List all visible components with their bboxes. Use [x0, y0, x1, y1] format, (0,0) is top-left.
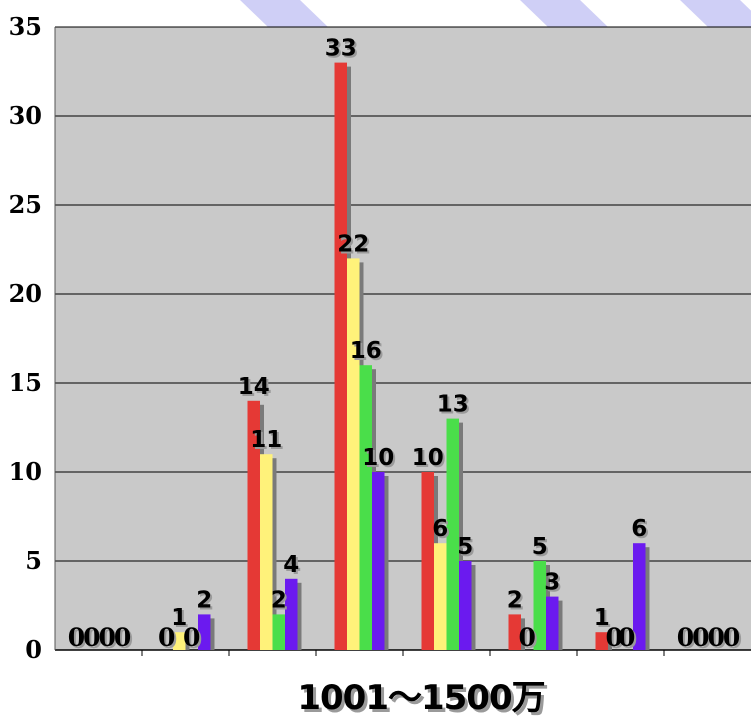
bar	[347, 258, 360, 650]
zero-label: 0000	[68, 623, 131, 652]
bar	[198, 614, 211, 650]
data-label: 14	[238, 374, 270, 400]
decorative-stripe	[240, 0, 328, 27]
data-label-shadow: 11	[252, 429, 284, 455]
data-label: 1	[594, 605, 610, 631]
data-label-shadow: 22	[339, 233, 371, 259]
bar	[546, 596, 559, 650]
bar	[247, 400, 260, 650]
data-label: 2	[271, 587, 287, 613]
data-label-shadow: 0	[521, 625, 538, 654]
bar	[434, 543, 447, 650]
data-label-shadow: 1	[596, 607, 612, 633]
y-tick-label: 5	[25, 546, 42, 575]
data-label: 10	[362, 445, 394, 471]
data-label: 33	[325, 36, 357, 62]
data-label-shadow: 2	[198, 589, 214, 615]
data-label-shadow: 0	[185, 625, 202, 654]
data-label-shadow: 10	[364, 447, 396, 473]
data-label-shadow: 6	[633, 518, 649, 544]
data-label-shadow: 2	[509, 589, 525, 615]
data-label-shadow: 13	[439, 394, 471, 420]
bar	[173, 632, 186, 650]
data-label: 0	[158, 623, 175, 652]
y-tick-label: 10	[9, 457, 42, 486]
data-label-shadow: 0	[608, 625, 625, 654]
data-label: 5	[532, 534, 548, 560]
data-label-shadow: 33	[327, 38, 359, 64]
data-label: 2	[196, 587, 212, 613]
data-label-shadow: 14	[240, 376, 272, 402]
bar	[260, 454, 273, 650]
data-label-shadow: 0	[160, 625, 177, 654]
y-tick-label: 20	[9, 279, 42, 308]
data-label: 16	[350, 338, 382, 364]
y-tick-label: 25	[9, 190, 42, 219]
data-label: 6	[631, 516, 647, 542]
data-label-shadow: 1	[173, 607, 189, 633]
bar	[633, 543, 646, 650]
data-label: 0	[618, 623, 635, 652]
data-label: 22	[337, 231, 369, 257]
bar	[421, 472, 434, 650]
y-axis-ticks: 0 5 10 15 20 25 30 35	[9, 12, 42, 664]
data-label: 5	[457, 534, 473, 560]
bar	[372, 472, 385, 650]
zero-label-shadow: 0000	[679, 625, 742, 654]
bar	[595, 632, 608, 650]
data-label: 4	[283, 552, 299, 578]
bar	[272, 614, 285, 650]
bar	[533, 561, 546, 650]
bar	[285, 578, 298, 650]
data-label-shadow: 5	[459, 536, 475, 562]
zero-label: 0000	[677, 623, 740, 652]
y-tick-label: 30	[9, 101, 42, 130]
zero-label-shadow: 0000	[70, 625, 133, 654]
bar	[359, 365, 372, 650]
data-label: 6	[432, 516, 448, 542]
bar	[459, 561, 472, 650]
bar	[334, 62, 347, 651]
data-label-shadow: 4	[285, 554, 301, 580]
bars	[173, 62, 650, 651]
data-label: 10	[412, 445, 444, 471]
data-label-shadow: 0	[620, 625, 637, 654]
y-tick-label: 35	[9, 12, 42, 41]
decorative-stripe	[520, 0, 608, 27]
data-label-shadow: 10	[414, 447, 446, 473]
data-label: 0	[519, 623, 536, 652]
bar	[508, 614, 521, 650]
data-label-shadow: 3	[546, 572, 562, 598]
data-label: 3	[544, 570, 560, 596]
bar	[446, 418, 459, 650]
y-tick-label: 0	[25, 635, 42, 664]
data-label: 13	[437, 392, 469, 418]
y-tick-label: 15	[9, 368, 42, 397]
data-label-shadow: 16	[352, 340, 384, 366]
data-label-shadow: 5	[534, 536, 550, 562]
x-axis-title: 1001〜1500万	[297, 678, 545, 718]
data-label: 11	[250, 427, 282, 453]
data-label-shadow: 2	[273, 589, 289, 615]
data-label: 0	[606, 623, 623, 652]
data-label: 0	[183, 623, 200, 652]
data-label-shadow: 6	[434, 518, 450, 544]
data-label: 2	[507, 587, 523, 613]
decorative-stripe	[680, 0, 751, 27]
data-label: 1	[171, 605, 187, 631]
